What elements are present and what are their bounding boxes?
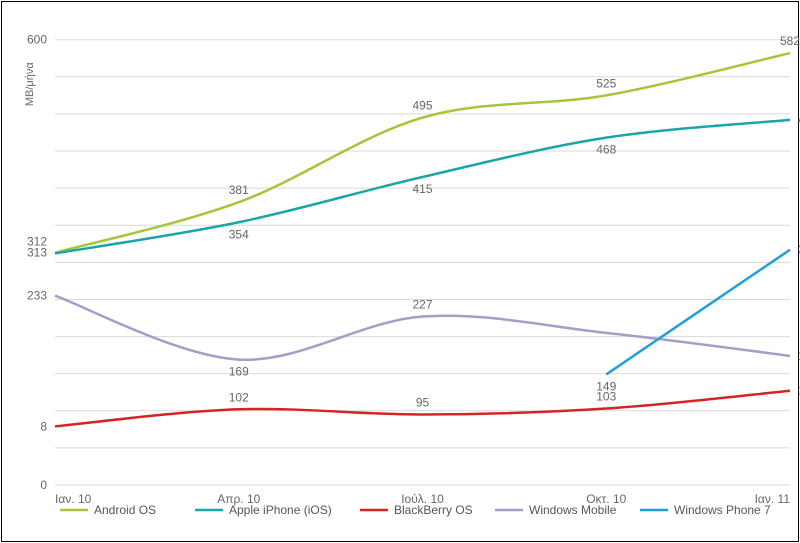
data-label: 312 (27, 234, 47, 248)
data-label: 495 (412, 99, 432, 113)
data-label: 354 (229, 227, 249, 241)
chart-container: 0600MB/μήναΙαν. 10Απρ. 10Ιούλ. 10Οκτ. 10… (0, 0, 800, 543)
y-axis-label: MB/μήνα (24, 62, 36, 107)
data-label: 149 (596, 379, 616, 393)
data-label: 102 (229, 390, 249, 404)
data-label: 381 (229, 183, 249, 197)
legend-label: Windows Mobile (529, 503, 617, 517)
data-label: 227 (412, 298, 432, 312)
y-tick-label: 0 (40, 478, 47, 492)
data-label: 415 (412, 182, 432, 196)
chart-border (2, 2, 799, 542)
legend-label: Apple iPhone (iOS) (229, 503, 332, 517)
data-label: 95 (416, 395, 430, 409)
data-label: 8 (40, 419, 47, 433)
y-tick-label: 600 (27, 33, 47, 47)
legend-label: BlackBerry OS (394, 503, 473, 517)
data-label: 233 (27, 289, 47, 303)
legend-label: Android OS (94, 503, 156, 517)
series-line-0 (55, 53, 790, 253)
x-tick-label: Ιαν. 10 (55, 492, 92, 506)
data-label: 468 (596, 143, 616, 157)
legend-label: Windows Phone 7 (674, 503, 771, 517)
data-label: 582 (780, 34, 800, 48)
series-line-4 (606, 250, 790, 375)
chart-svg: 0600MB/μήναΙαν. 10Απρ. 10Ιούλ. 10Οκτ. 10… (0, 0, 800, 543)
data-label: 525 (596, 76, 616, 90)
data-label: 169 (229, 365, 249, 379)
